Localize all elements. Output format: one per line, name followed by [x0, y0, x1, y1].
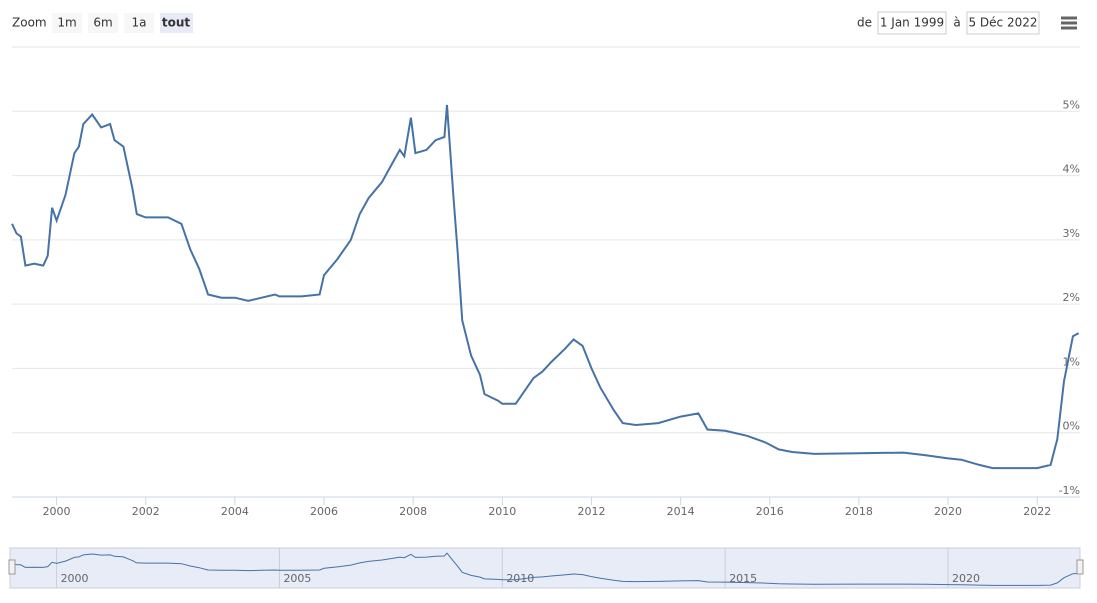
x-tick-label: 2016: [756, 505, 784, 518]
from-input[interactable]: [877, 11, 947, 35]
zoom-button[interactable]: [52, 13, 82, 33]
x-tick-label: 2004: [221, 505, 249, 518]
x-tick-label: 2022: [1023, 505, 1051, 518]
x-tick-label: 2014: [667, 505, 695, 518]
to-label: à: [953, 16, 960, 30]
y-tick-label: -1%: [1059, 484, 1080, 497]
zoom-button-active[interactable]: [160, 13, 193, 33]
y-tick-label: 1%: [1063, 355, 1080, 368]
zoom-button-label[interactable]: 6m: [93, 16, 112, 30]
x-tick-label: 2020: [934, 505, 962, 518]
navigator-tick-label: 2010: [506, 572, 534, 585]
y-tick-label: 5%: [1063, 98, 1080, 111]
navigator-tick-label: 2005: [283, 572, 311, 585]
navigator-tick-label: 2020: [952, 572, 980, 585]
zoom-button[interactable]: [88, 13, 118, 33]
x-tick-label: 2012: [577, 505, 605, 518]
navigator-handle[interactable]: [8, 559, 16, 575]
from-label: de: [857, 16, 872, 30]
navigator-tick-label: 2000: [61, 572, 89, 585]
zoom-button[interactable]: [124, 13, 154, 33]
to-date[interactable]: 5 Déc 2022: [968, 16, 1037, 30]
from-date[interactable]: 1 Jan 1999: [880, 16, 944, 30]
y-tick-label: 2%: [1063, 291, 1080, 304]
zoom-button-label[interactable]: tout: [162, 16, 191, 30]
x-tick-label: 2008: [399, 505, 427, 518]
y-tick-label: 3%: [1063, 227, 1080, 240]
navigator-tick-label: 2015: [729, 572, 757, 585]
x-tick-label: 2006: [310, 505, 338, 518]
navigator-handle[interactable]: [1076, 559, 1084, 575]
x-tick-label: 2000: [43, 505, 71, 518]
series-line: [11, 104, 1080, 470]
to-input[interactable]: [966, 11, 1040, 35]
navigator[interactable]: [9, 547, 1081, 589]
zoom-buttons: 1m 6m 1a tout: [52, 13, 193, 33]
navigator-line: [11, 552, 1079, 586]
zoom-button-label[interactable]: 1m: [57, 16, 76, 30]
x-tick-label: 2010: [488, 505, 516, 518]
y-tick-label: 4%: [1063, 163, 1080, 176]
menu-button[interactable]: [1061, 16, 1077, 30]
x-tick-label: 2018: [845, 505, 873, 518]
zoom-label: Zoom: [12, 16, 47, 30]
x-tick-label: 2002: [132, 505, 160, 518]
zoom-button-label[interactable]: 1a: [132, 16, 147, 30]
y-tick-label: 0%: [1063, 420, 1080, 433]
